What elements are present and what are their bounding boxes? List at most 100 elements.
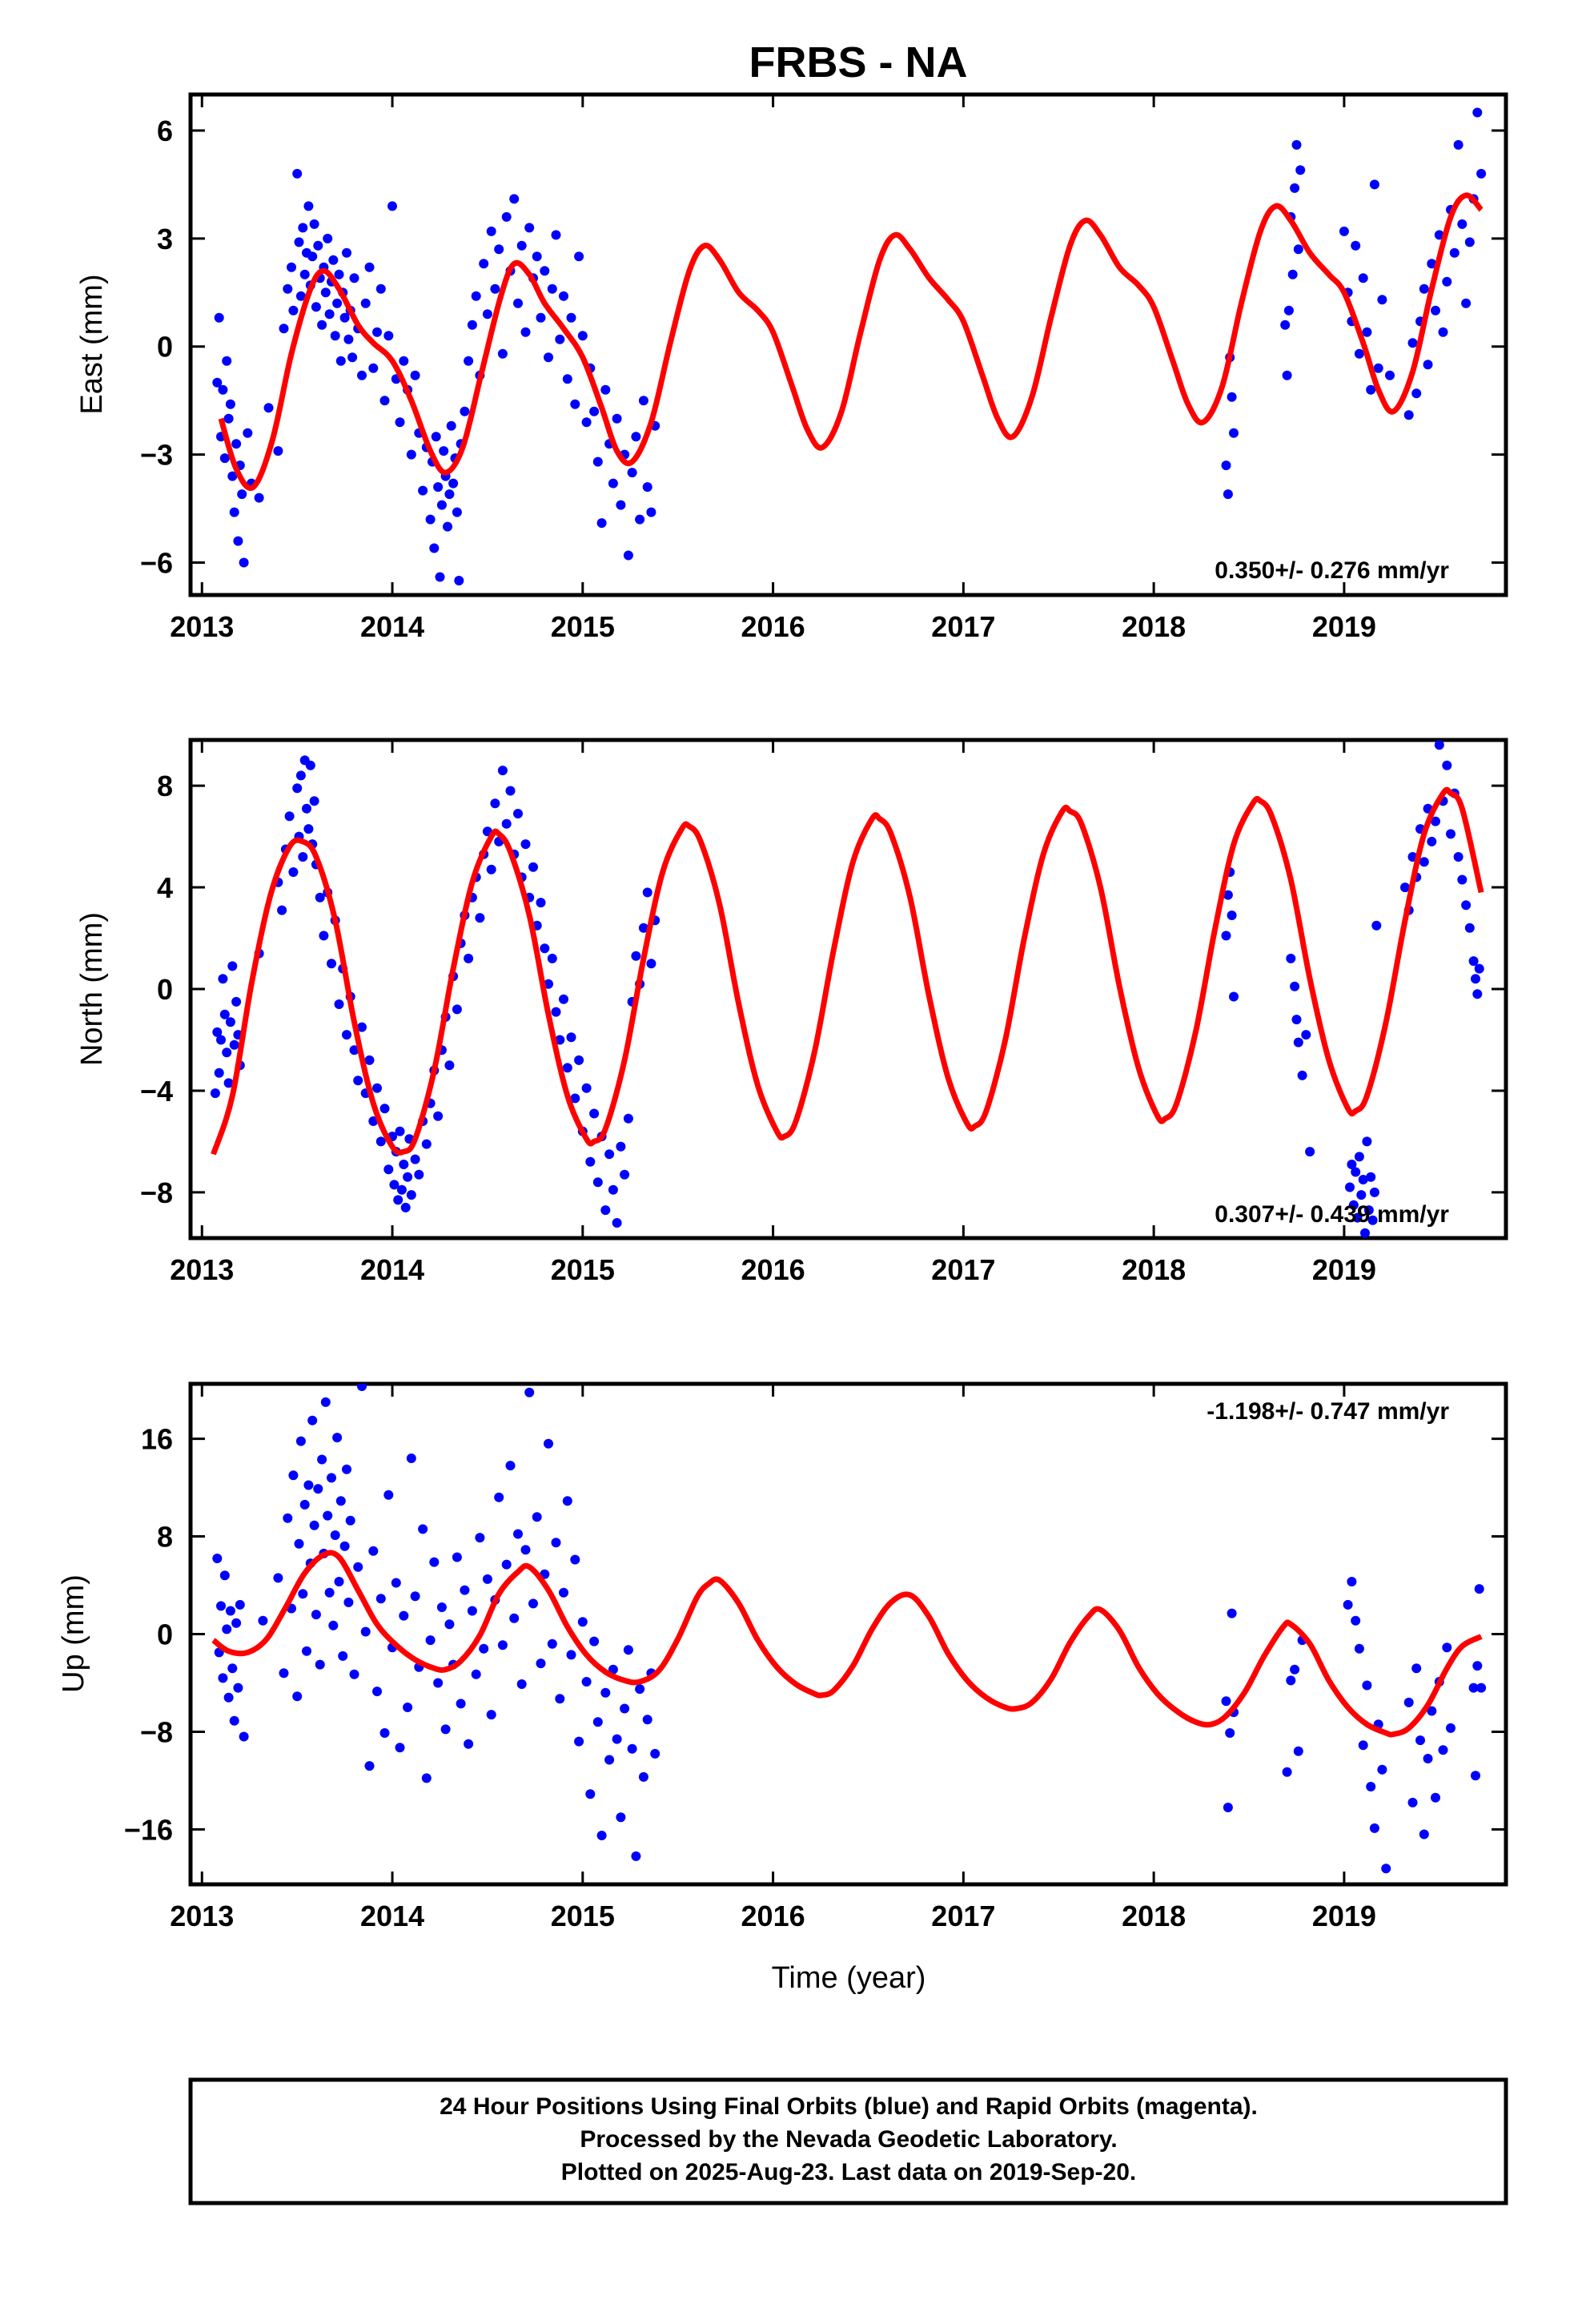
panel-up-data-point (467, 1606, 477, 1616)
panel-east-data-point (222, 356, 232, 366)
panel-up-xtick-label: 2018 (1122, 1900, 1186, 1932)
panel-east-data-point (501, 211, 512, 222)
panel-east-data-point (443, 521, 452, 532)
panel-north-data-point (319, 931, 329, 941)
panel-east-data-point (303, 201, 314, 211)
panel-up-points (212, 1384, 1487, 1874)
x-axis-label: Time (year) (772, 1961, 926, 1995)
panel-east-data-point (395, 417, 405, 428)
panel-east-data-point (214, 312, 224, 323)
panel-up-data-point (1358, 1740, 1368, 1751)
panel-up-data-point (1293, 1746, 1303, 1756)
panel-north-data-point (288, 867, 299, 877)
panel-east-data-point (349, 273, 359, 283)
panel-east-data-point (1229, 428, 1239, 438)
panel-up-data-point (1472, 1661, 1483, 1671)
panel-east-data-point (342, 247, 351, 258)
panel-up-data-point (338, 1651, 348, 1661)
panel-up-data-point (482, 1574, 492, 1584)
panel-east-data-point (283, 283, 293, 294)
panel-east-data-point (431, 432, 441, 442)
panel-north-data-point (540, 943, 550, 954)
panel-north-data-point (302, 803, 311, 814)
panel-east-model-line (218, 192, 1484, 491)
panel-north-data-point (1358, 1175, 1368, 1184)
panel-up-data-point (383, 1490, 394, 1500)
panel-north-data-point (349, 1045, 359, 1055)
panel-up-data-point (1347, 1577, 1357, 1586)
panel-north-data-point (414, 1169, 424, 1180)
panel-east-data-point (375, 283, 386, 294)
panel-north-data-point (1472, 989, 1483, 999)
panel-east-data-point (1339, 226, 1349, 236)
footer-line-3: Plotted on 2025-Aug-23. Last data on 201… (561, 2159, 1137, 2185)
panel-up-data-point (231, 1618, 242, 1628)
panel-up-data-point (612, 1734, 622, 1744)
panel-up-ylabel: Up (mm) (57, 1574, 90, 1693)
panel-up-data-point (650, 1748, 661, 1759)
panel-up-data-point (258, 1615, 268, 1626)
panel-east-data-point (544, 352, 553, 363)
panel-east-data-point (330, 331, 340, 341)
panel-north-data-point (229, 1039, 239, 1050)
panel-up-data-point (395, 1743, 405, 1753)
panel-east-data-point (343, 334, 354, 344)
panel-east-data-point (600, 384, 611, 395)
panel-up-data-point (452, 1552, 462, 1562)
panel-up-data-point (1427, 1706, 1437, 1716)
panel-east-data-point (524, 223, 535, 233)
panel-up-data-point (283, 1513, 293, 1523)
panel-east-data-point (231, 439, 242, 449)
panel-east-data-point (368, 363, 379, 373)
panel-up-data-point (604, 1755, 615, 1765)
panel-up-data-point (222, 1624, 232, 1634)
panel-north-xtick-label: 2014 (360, 1253, 424, 1286)
panel-east-data-point (307, 251, 318, 262)
panel-north-data-point (1286, 953, 1296, 963)
panel-up-data-point (324, 1587, 335, 1598)
panel-up-data-point (471, 1669, 481, 1679)
panel-north-data-point (1461, 900, 1472, 911)
panel-up-data-point (299, 1499, 310, 1510)
panel-up-data-point (559, 1587, 568, 1598)
panel-up-data-point (327, 1473, 336, 1483)
panel-north-data-point (334, 999, 344, 1009)
panel-up-data-point (1225, 1728, 1235, 1738)
panel-east-data-point (448, 478, 459, 489)
panel-east-data-point (1442, 276, 1452, 287)
panel-east-data-point (324, 309, 335, 320)
panel-north-data-point (1347, 1160, 1357, 1169)
panel-up-data-point (555, 1694, 565, 1704)
panel-north-data-point (623, 1113, 633, 1124)
panel-up-data-point (1438, 1745, 1448, 1755)
panel-up-data-point (349, 1669, 359, 1679)
panel-north-data-point (277, 905, 287, 915)
panel-east-data-point (1457, 219, 1468, 229)
panel-north-model-line (211, 786, 1484, 1156)
panel-north-data-point (1457, 875, 1468, 885)
panel-east-data-point (547, 283, 557, 294)
panel-up-ytick-label: 0 (157, 1618, 173, 1651)
panel-up-data-point (1354, 1643, 1364, 1654)
panel-up-data-point (585, 1789, 596, 1799)
panel-north-points (210, 740, 1484, 1238)
panel-up-data-point (1446, 1723, 1456, 1733)
panel-up-ytick-label: 16 (141, 1423, 173, 1456)
panel-east-data-point (577, 331, 588, 341)
panel-east-data-point (313, 240, 323, 251)
panel-east-data-point (334, 269, 344, 279)
panel-north-data-point (379, 1104, 390, 1114)
panel-up-data-point (330, 1530, 340, 1540)
panel-up-data-point (292, 1691, 303, 1702)
panel-north-data-point (389, 1180, 400, 1190)
panel-up-data-point (577, 1617, 588, 1627)
panel-north-xtick-label: 2019 (1312, 1253, 1376, 1286)
panel-up-data-point (1474, 1584, 1484, 1594)
panel-north: 2013 2014 2015 2016 2017 2018 2019 −8 −4 0 4 8 Nort… (75, 738, 1508, 1286)
panel-east-data-point (323, 233, 333, 243)
panel-east-data-point (574, 251, 584, 262)
panel-east-data-point (479, 259, 489, 269)
panel-up-data-point (479, 1643, 489, 1654)
panel-north-ytick-label: 4 (157, 871, 173, 904)
panel-up-data-point (273, 1573, 283, 1583)
